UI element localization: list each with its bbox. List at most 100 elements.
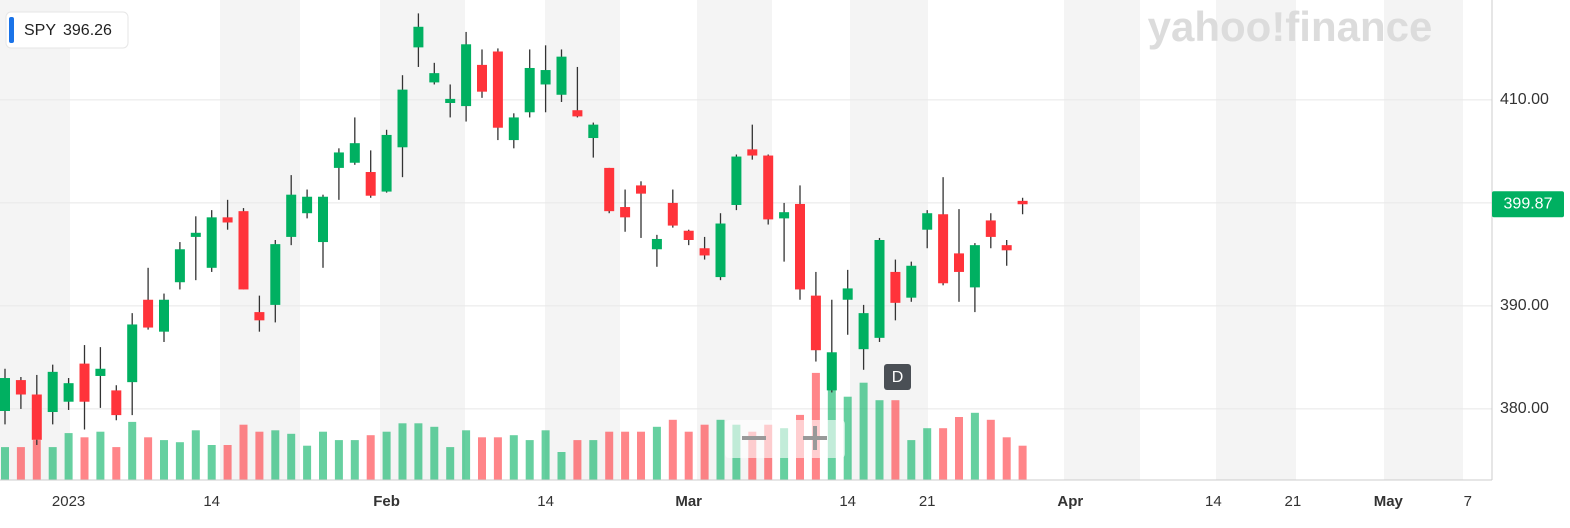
- volume-bar: [716, 419, 725, 480]
- volume-bar: [207, 445, 216, 480]
- candle-body: [508, 117, 519, 141]
- x-tick-label: 21: [919, 493, 936, 510]
- candle-body: [763, 155, 774, 220]
- candle-body: [397, 89, 408, 148]
- candle-body: [874, 240, 885, 338]
- volume-bar: [319, 431, 327, 480]
- volume-bar: [875, 400, 884, 480]
- volume-bar: [175, 442, 184, 480]
- volume-bar: [541, 430, 550, 480]
- candle-body: [461, 44, 472, 107]
- marker-box: [884, 364, 911, 390]
- candle-body: [429, 73, 440, 83]
- candle-body: [667, 202, 678, 226]
- candle-body: [954, 253, 964, 272]
- candle-body: [922, 213, 933, 230]
- volume-bar: [128, 421, 137, 480]
- volume-bar: [700, 424, 709, 480]
- candle-body: [15, 380, 26, 395]
- candle-body: [111, 390, 122, 416]
- logo: yahoo!finance: [1148, 3, 1433, 50]
- volume-bar: [160, 440, 168, 480]
- volume-bar: [255, 431, 264, 480]
- volume-bar: [191, 430, 200, 480]
- symbol: SPY: [24, 22, 56, 39]
- volume-bar: [605, 431, 614, 480]
- volume-bar: [462, 430, 471, 480]
- candle-body: [318, 196, 328, 243]
- candle-body: [572, 110, 583, 117]
- volume-bar: [239, 424, 248, 480]
- candle-body: [413, 26, 424, 48]
- x-tick-label: 14: [537, 493, 554, 510]
- volume-bar: [1002, 437, 1011, 480]
- candle-body: [699, 248, 710, 256]
- candle-body: [174, 249, 185, 283]
- x-tick-label: 14: [203, 493, 220, 510]
- candle-body: [524, 67, 535, 113]
- candle-body: [47, 371, 58, 413]
- volume-bar: [16, 447, 25, 480]
- volume-bar: [48, 447, 57, 480]
- marker-label: D: [892, 369, 904, 386]
- tooltip-box: [5, 11, 129, 49]
- volume-bar: [652, 426, 661, 480]
- candle-body: [381, 134, 392, 192]
- volume-bar: [668, 419, 677, 480]
- candle-body: [31, 394, 42, 440]
- candle-body: [779, 212, 790, 219]
- volume-bar: [382, 431, 391, 480]
- dividend-marker[interactable]: D: [884, 364, 911, 390]
- y-tick-label: 380.00: [1500, 400, 1549, 417]
- candle-body: [1001, 245, 1012, 251]
- y-tick-label: 410.00: [1500, 91, 1549, 108]
- volume-bar: [366, 435, 375, 480]
- last-price-label: 399.87: [1504, 195, 1553, 212]
- candle-body: [222, 217, 233, 223]
- x-tick-label: 14: [839, 493, 856, 510]
- candle-body: [79, 363, 90, 402]
- x-tick-label: Feb: [373, 493, 400, 510]
- candle-body: [858, 313, 869, 350]
- candle-body: [63, 383, 74, 402]
- grid: [0, 99, 1492, 410]
- volume-bar: [955, 417, 963, 480]
- candle-body: [747, 149, 758, 156]
- candle-body: [540, 70, 551, 85]
- volume-bar: [96, 431, 105, 480]
- volume-bar: [493, 437, 502, 480]
- candle-body: [0, 378, 10, 411]
- volume-bar: [430, 426, 439, 480]
- candle-body: [731, 156, 742, 205]
- candle-body: [492, 51, 503, 128]
- volume-bar: [525, 440, 534, 480]
- volume-bar: [573, 440, 582, 480]
- candle-body: [127, 324, 138, 383]
- candle-body: [826, 352, 837, 391]
- x-tick-label: 21: [1285, 493, 1302, 510]
- volume-bar: [350, 440, 359, 480]
- candle-body: [842, 288, 853, 300]
- candle-body: [365, 172, 376, 196]
- volume-bar: [303, 445, 312, 480]
- x-tick-label: 7: [1464, 493, 1472, 510]
- x-tick-label: 2023: [52, 493, 85, 510]
- volume-bar: [80, 437, 89, 480]
- candle-body: [683, 230, 694, 240]
- volume-bar: [287, 433, 296, 480]
- volume-bar: [986, 419, 995, 480]
- marks: [0, 13, 1028, 480]
- volume-bar: [112, 447, 121, 480]
- candle-body: [588, 124, 599, 139]
- zoom-control[interactable]: [725, 420, 845, 458]
- volume-bar: [32, 440, 41, 480]
- volume-bar: [637, 431, 645, 480]
- candle-body: [238, 211, 249, 290]
- candle-body: [795, 203, 805, 290]
- candle-body: [890, 271, 901, 303]
- candle-body: [969, 245, 980, 288]
- volume-bar: [843, 396, 852, 480]
- volume-bar: [684, 431, 693, 480]
- tooltip-accent: [9, 17, 14, 43]
